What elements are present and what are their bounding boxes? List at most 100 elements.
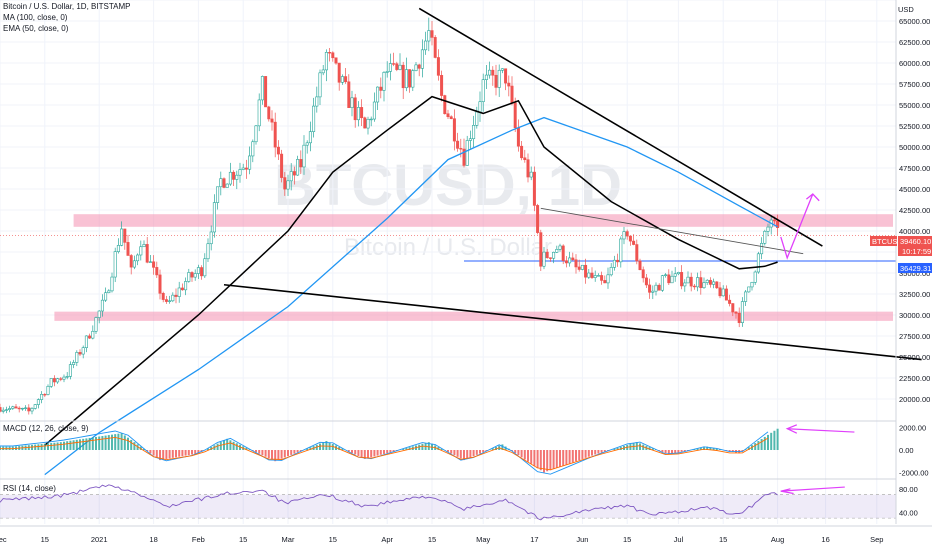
candle-body — [718, 287, 722, 297]
candle-body — [641, 269, 645, 279]
candle-body — [110, 276, 114, 292]
candle-body — [225, 183, 229, 188]
candle-body — [523, 157, 527, 161]
macd-histogram-bar — [219, 442, 222, 450]
candle-body — [273, 121, 277, 148]
candle-body — [318, 72, 322, 98]
candle-body — [654, 284, 658, 292]
price-axis[interactable]: 65000.00 62500.00 60000.00 57500.00 55000.00… — [895, 0, 930, 524]
macd-histogram-bar — [661, 450, 664, 453]
macd-histogram-bar — [207, 448, 209, 450]
candle-body — [8, 408, 12, 410]
macd-histogram-bar — [719, 449, 721, 450]
candle-body — [635, 244, 639, 262]
macd-histogram-bar — [56, 442, 59, 450]
macd-histogram-bar — [616, 447, 619, 450]
symbol-legend[interactable]: Bitcoin / U.S. Dollar, 1D, BITSTAMP — [3, 2, 131, 11]
candle-body — [283, 177, 287, 190]
level-price-bg — [898, 263, 932, 273]
candle-body — [324, 52, 328, 71]
macd-histogram-bar — [143, 448, 145, 450]
macd-histogram-bar — [82, 438, 85, 450]
price-tick-label: 32500.00 — [899, 290, 930, 299]
macd-histogram-bar — [168, 450, 171, 459]
macd-histogram-bar — [696, 448, 699, 450]
macd-histogram-bar — [117, 433, 120, 450]
macd-histogram-bar — [367, 450, 369, 459]
macd-histogram-bar — [517, 450, 520, 456]
candle-body — [561, 245, 565, 262]
macd-histogram-bar — [501, 444, 504, 450]
candle-body — [360, 107, 364, 119]
price-zone — [73, 214, 894, 227]
price-tick-label: 20000.00 — [899, 395, 930, 404]
candle-body — [369, 118, 373, 121]
candle-body — [472, 125, 476, 140]
candle-body — [398, 64, 402, 70]
macd-histogram-bar — [533, 450, 536, 466]
macd-histogram-bar — [421, 443, 424, 450]
candle-body — [427, 30, 431, 42]
macd-histogram-bar — [178, 450, 181, 457]
candle-body — [305, 142, 309, 146]
rsi-panel[interactable] — [0, 478, 896, 521]
support-resistance-zones — [0, 214, 896, 321]
candle-body — [152, 261, 156, 268]
macd-histogram-bar — [747, 447, 750, 450]
price-tick-label: 27500.00 — [899, 332, 930, 341]
macd-histogram-bar — [34, 444, 37, 450]
candle-body — [228, 171, 232, 185]
macd-histogram-bar — [482, 450, 485, 453]
candle-body — [17, 407, 21, 410]
candle-body — [353, 97, 357, 121]
macd-histogram-bar — [226, 438, 229, 450]
time-tick-label: Jul — [674, 535, 684, 544]
candle-body — [276, 146, 280, 155]
macd-histogram-bar — [91, 437, 94, 450]
rsi-legend[interactable]: RSI (14, close) — [3, 484, 56, 493]
candle-body — [72, 362, 76, 365]
candle-body — [638, 260, 642, 271]
macd-histogram-bar — [306, 448, 309, 450]
candle-body — [155, 267, 159, 276]
macd-histogram-bar — [459, 450, 462, 459]
candle-body — [222, 178, 226, 188]
macd-histogram-bar — [392, 450, 395, 452]
candle-body — [724, 288, 728, 301]
time-axis[interactable]: Dec 15 2021 18 Feb 15 Mar 15 Apr 15 May 17 Jun 15 Jul 1… — [0, 525, 932, 544]
trendline — [223, 283, 922, 361]
candle-body — [1, 409, 5, 412]
candle-body — [680, 272, 684, 287]
macd-histogram-bar — [600, 450, 603, 453]
rsi-band — [0, 494, 896, 519]
macd-histogram-bar — [69, 440, 72, 450]
macd-histogram-bar — [53, 442, 56, 450]
main-grid — [0, 0, 896, 524]
candlesticks — [0, 17, 780, 415]
time-tick-label: Jun — [576, 535, 588, 544]
candle-body — [168, 300, 172, 302]
macd-histogram-bar — [309, 447, 312, 450]
candle-body — [388, 63, 392, 72]
macd-panel[interactable] — [0, 420, 896, 475]
macd-histogram-bar — [565, 450, 568, 465]
macd-histogram-bar — [763, 436, 766, 450]
macd-histogram-bar — [104, 435, 107, 450]
main-price-panel[interactable]: BTCUSD, 1D Bitcoin / U.S. Dollar — [0, 0, 922, 524]
macd-histogram-bar — [479, 450, 481, 454]
candle-body — [574, 259, 578, 268]
macd-histogram-bar — [264, 450, 267, 457]
ema-legend[interactable]: EMA (50, close, 0) — [3, 24, 69, 33]
candle-body — [705, 279, 709, 283]
symbol-tag-bg — [870, 236, 897, 246]
macd-legend[interactable]: MACD (12, 26, close, 9) — [3, 424, 89, 433]
ma-legend[interactable]: MA (100, close, 0) — [3, 13, 68, 22]
time-tick-label: May — [476, 535, 490, 544]
macd-histogram-bar — [683, 450, 686, 452]
macd-histogram-bar — [693, 449, 696, 450]
trendline — [540, 207, 804, 255]
macd-histogram-bar — [187, 450, 190, 456]
candle-body — [702, 282, 706, 289]
macd-histogram-bar — [453, 450, 456, 456]
